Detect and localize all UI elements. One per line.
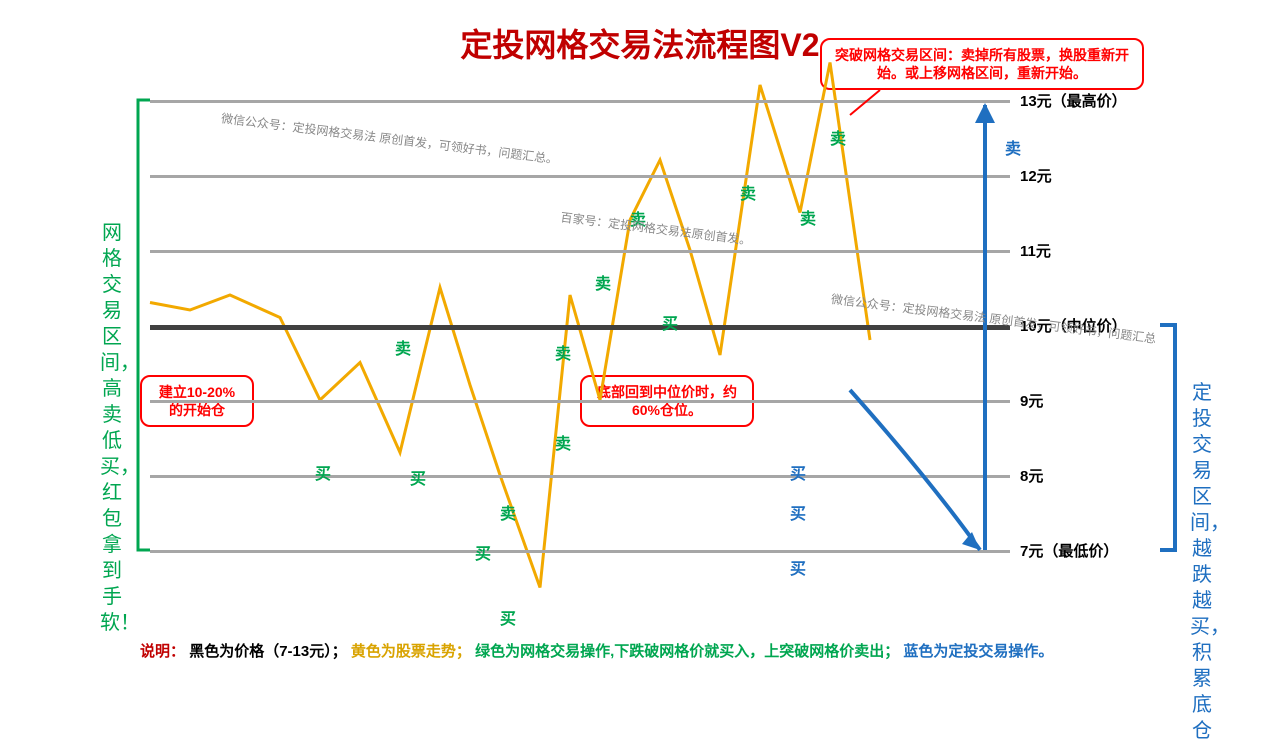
buy-label: 买 bbox=[500, 605, 516, 629]
buy-label: 买 bbox=[790, 555, 806, 579]
price-label: 12元 bbox=[1020, 165, 1052, 186]
sell-label: 卖 bbox=[395, 335, 411, 359]
chart-area bbox=[150, 100, 1010, 550]
price-label: 8元 bbox=[1020, 465, 1043, 486]
chart-title: 定投网格交易法流程图V2 bbox=[460, 20, 819, 66]
buy-label: 买 bbox=[315, 460, 331, 484]
gridline bbox=[150, 175, 1010, 178]
legend-black: 黑色为价格（7-13元）； bbox=[189, 643, 347, 660]
price-label: 11元 bbox=[1020, 240, 1051, 261]
sell-label: 卖 bbox=[800, 205, 816, 229]
gridline bbox=[150, 475, 1010, 478]
buy-label: 买 bbox=[410, 465, 426, 489]
gridline bbox=[150, 550, 1010, 553]
buy-label: 买 bbox=[790, 460, 806, 484]
left-range-label: 网格交易区间，高卖低买，红包拿到手软！ bbox=[100, 220, 124, 636]
sell-label: 卖 bbox=[555, 340, 571, 364]
buy-label: 买 bbox=[790, 500, 806, 524]
gridline bbox=[150, 325, 1010, 330]
legend: 说明： 黑色为价格（7-13元）； 黄色为股票走势； 绿色为网格交易操作,下跌破… bbox=[140, 640, 1053, 661]
price-label: 9元 bbox=[1020, 390, 1043, 411]
legend-yellow: 黄色为股票走势； bbox=[351, 643, 471, 660]
sell-label: 卖 bbox=[1005, 135, 1021, 159]
right-bracket bbox=[1160, 325, 1175, 550]
sell-label: 卖 bbox=[595, 270, 611, 294]
callout-top: 突破网格交易区间：卖掉所有股票，换股重新开始。或上移网格区间，重新开始。 bbox=[820, 38, 1144, 90]
sell-label: 卖 bbox=[500, 500, 516, 524]
price-label: 13元（最高价） bbox=[1020, 90, 1127, 111]
left-bracket bbox=[138, 100, 150, 550]
sell-label: 卖 bbox=[555, 430, 571, 454]
sell-label: 卖 bbox=[830, 125, 846, 149]
buy-label: 买 bbox=[475, 540, 491, 564]
gridline bbox=[150, 400, 1010, 403]
price-label: 7元（最低价） bbox=[1020, 540, 1118, 561]
buy-label: 买 bbox=[662, 310, 678, 334]
right-range-label: 定投交易区间，越跌越买，积累底仓 bbox=[1190, 380, 1214, 744]
legend-prefix: 说明： bbox=[140, 643, 185, 660]
gridline bbox=[150, 250, 1010, 253]
gridline bbox=[150, 100, 1010, 103]
sell-label: 卖 bbox=[740, 180, 756, 204]
legend-green: 绿色为网格交易操作,下跌破网格价就买入，上突破网格价卖出； bbox=[475, 643, 899, 660]
legend-blue: 蓝色为定投交易操作。 bbox=[903, 643, 1053, 660]
